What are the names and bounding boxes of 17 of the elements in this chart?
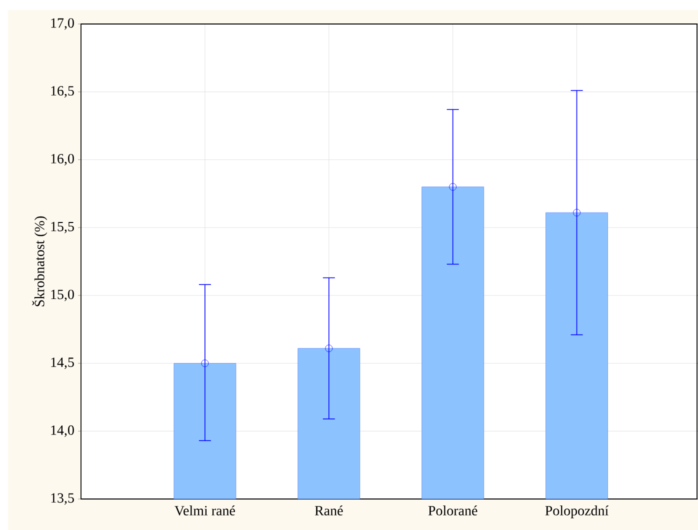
x-tick-label: Velmi rané bbox=[174, 506, 235, 516]
y-tick-label: 13,5 bbox=[51, 493, 74, 505]
y-axis-title: Škrobnatost (%) bbox=[32, 216, 48, 306]
x-tick-label: Polorané bbox=[428, 506, 478, 516]
x-tick-label: Rané bbox=[314, 506, 343, 516]
point bbox=[573, 208, 580, 216]
point bbox=[325, 344, 333, 352]
y-tick-label: 16,0 bbox=[51, 154, 74, 166]
y-tick-label: 14,0 bbox=[51, 425, 74, 437]
y-tick-label: 15,5 bbox=[51, 222, 74, 234]
y-tick-label: 14,5 bbox=[51, 358, 74, 369]
y-tick-label: 16,5 bbox=[51, 86, 74, 98]
point bbox=[201, 360, 209, 367]
x-tick-label: Polopozdní bbox=[545, 506, 609, 518]
y-tick-label: 15,0 bbox=[51, 290, 74, 302]
y-tick-label: 17,0 bbox=[51, 18, 74, 30]
point bbox=[449, 183, 457, 191]
